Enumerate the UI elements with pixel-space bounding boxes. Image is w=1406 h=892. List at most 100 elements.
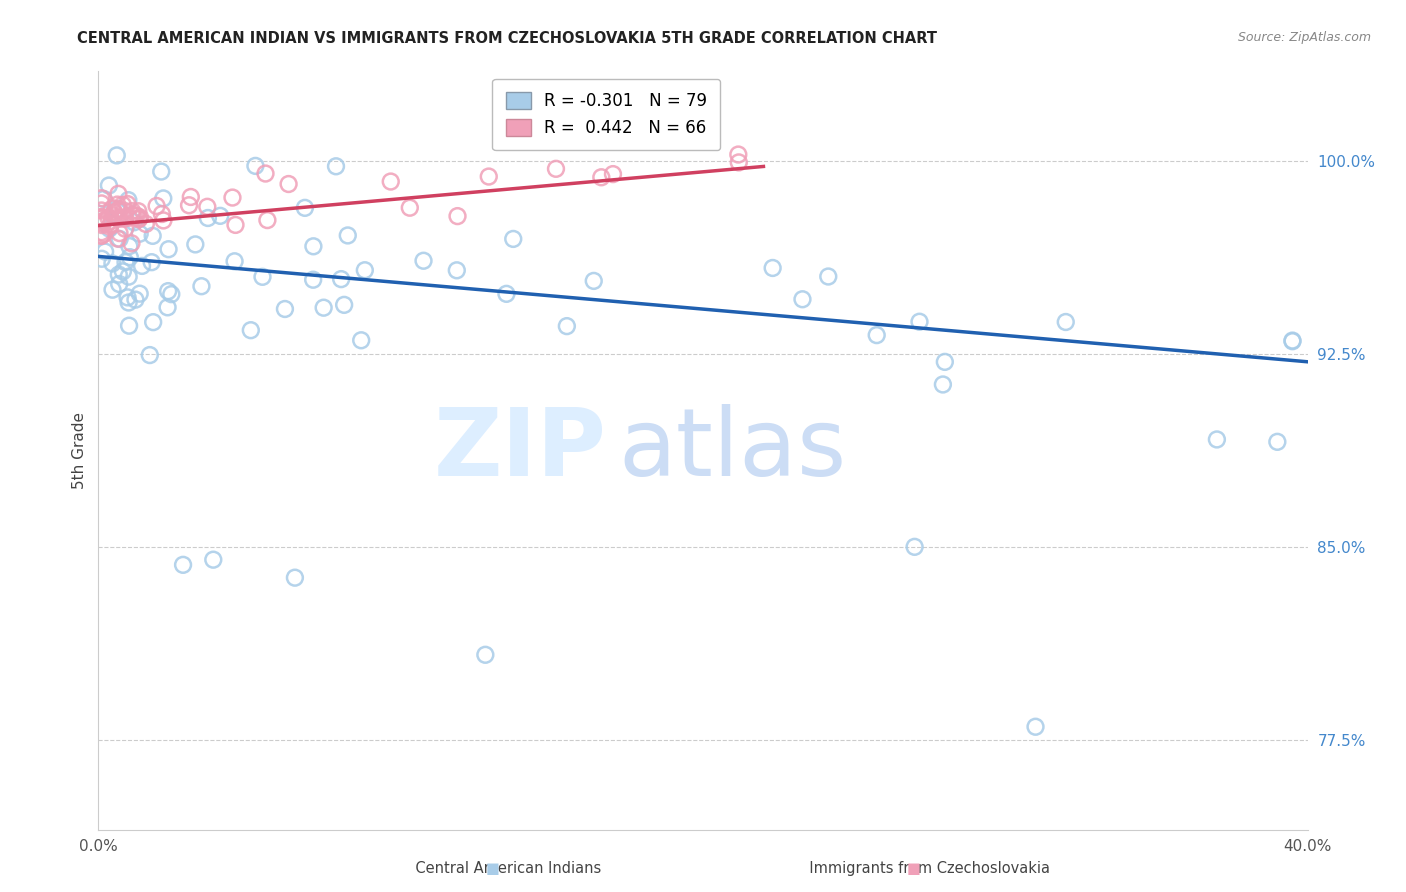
Point	[107, 232, 129, 246]
Point	[118, 239, 141, 253]
Point	[90, 228, 112, 243]
Point	[108, 204, 131, 219]
Point	[256, 213, 278, 227]
Point	[107, 268, 129, 282]
Point	[117, 193, 139, 207]
Point	[502, 232, 524, 246]
Point	[141, 255, 163, 269]
Point	[90, 215, 112, 229]
Point	[602, 167, 624, 181]
Point	[202, 552, 225, 566]
Text: Central American Indians: Central American Indians	[382, 861, 602, 876]
Point	[105, 148, 128, 162]
Point	[117, 290, 139, 304]
Point	[727, 155, 749, 169]
Point	[112, 203, 135, 218]
Point	[180, 190, 202, 204]
Point	[114, 211, 136, 226]
Point	[114, 255, 136, 269]
Point	[177, 198, 200, 212]
Text: atlas: atlas	[619, 404, 846, 497]
Point	[142, 315, 165, 329]
Point	[121, 208, 143, 222]
Point	[117, 295, 139, 310]
Point	[108, 226, 131, 240]
Text: ■: ■	[485, 861, 499, 876]
Point	[762, 260, 785, 275]
Point	[333, 298, 356, 312]
Point	[817, 269, 839, 284]
Point	[114, 221, 136, 235]
Legend: R = -0.301   N = 79, R =  0.442   N = 66: R = -0.301 N = 79, R = 0.442 N = 66	[492, 79, 720, 150]
Point	[128, 286, 150, 301]
Point	[284, 571, 307, 585]
Point	[312, 301, 335, 315]
Point	[101, 283, 124, 297]
Point	[160, 287, 183, 301]
Point	[145, 199, 167, 213]
Text: ZIP: ZIP	[433, 404, 606, 497]
Point	[125, 209, 148, 223]
Point	[105, 197, 128, 211]
Point	[107, 186, 129, 201]
Point	[353, 263, 375, 277]
Point	[277, 177, 299, 191]
Point	[157, 284, 180, 298]
Point	[197, 211, 219, 225]
Point	[1281, 334, 1303, 349]
Point	[93, 213, 115, 227]
Point	[239, 323, 262, 337]
Point	[90, 196, 112, 211]
Point	[90, 191, 112, 205]
Point	[90, 211, 112, 225]
Point	[252, 269, 274, 284]
Y-axis label: 5th Grade: 5th Grade	[72, 412, 87, 489]
Point	[325, 159, 347, 173]
Point	[91, 218, 114, 232]
Point	[108, 202, 131, 216]
Point	[582, 274, 605, 288]
Text: Immigrants from Czechoslovakia: Immigrants from Czechoslovakia	[778, 861, 1050, 876]
Point	[152, 213, 174, 227]
Point	[294, 201, 316, 215]
Point	[398, 201, 420, 215]
Point	[412, 253, 434, 268]
Point	[118, 318, 141, 333]
Point	[274, 301, 297, 316]
Point	[108, 232, 131, 246]
Point	[124, 293, 146, 307]
Point	[908, 315, 931, 329]
Point	[195, 200, 218, 214]
Point	[150, 164, 173, 178]
Point	[128, 212, 150, 227]
Point	[495, 286, 517, 301]
Point	[135, 217, 157, 231]
Point	[100, 218, 122, 232]
Point	[93, 192, 115, 206]
Point	[101, 214, 124, 228]
Point	[111, 264, 134, 278]
Point	[93, 227, 115, 241]
Point	[336, 228, 359, 243]
Point	[118, 250, 141, 264]
Point	[157, 242, 180, 256]
Point	[97, 211, 120, 225]
Point	[152, 191, 174, 205]
Point	[184, 237, 207, 252]
Point	[90, 225, 112, 239]
Point	[117, 197, 139, 211]
Point	[128, 211, 150, 226]
Point	[118, 211, 141, 225]
Point	[90, 210, 112, 224]
Point	[727, 147, 749, 161]
Point	[128, 227, 150, 241]
Point	[544, 161, 567, 176]
Point	[932, 377, 955, 392]
Point	[131, 259, 153, 273]
Point	[302, 239, 325, 253]
Point	[98, 219, 121, 234]
Point	[103, 205, 125, 219]
Point	[792, 292, 814, 306]
Point	[474, 648, 496, 662]
Point	[118, 269, 141, 284]
